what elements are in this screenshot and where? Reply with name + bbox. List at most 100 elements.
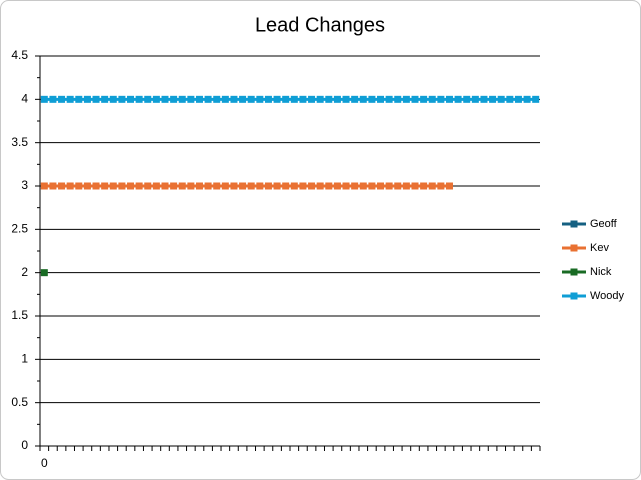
data-point [178, 182, 186, 190]
data-point [420, 95, 428, 103]
data-point [308, 182, 316, 190]
data-point [144, 182, 152, 190]
data-point [428, 182, 436, 190]
legend-marker [570, 292, 578, 300]
data-point [368, 182, 376, 190]
data-point [83, 95, 91, 103]
data-point [394, 95, 402, 103]
data-point [247, 95, 255, 103]
legend-marker [570, 268, 578, 276]
data-point [256, 182, 264, 190]
data-point [333, 95, 341, 103]
data-point [316, 95, 324, 103]
data-point [273, 182, 281, 190]
data-point [273, 95, 281, 103]
data-point [40, 269, 48, 277]
y-tick-label: 1.5 [11, 308, 28, 322]
data-point [514, 95, 522, 103]
data-point [127, 95, 135, 103]
legend-label: Nick [590, 266, 612, 278]
data-point [428, 95, 436, 103]
data-point [351, 95, 359, 103]
data-point [282, 95, 290, 103]
data-point [49, 182, 57, 190]
data-point [101, 95, 109, 103]
data-point [127, 182, 135, 190]
y-tick-label: 0 [21, 438, 28, 452]
data-point [75, 182, 83, 190]
data-point [342, 95, 350, 103]
data-point [118, 182, 126, 190]
data-point [325, 182, 333, 190]
data-point [221, 182, 229, 190]
data-point [445, 182, 453, 190]
data-point [402, 182, 410, 190]
data-point [299, 182, 307, 190]
data-point [135, 95, 143, 103]
data-point [230, 182, 238, 190]
y-tick-label: 1 [21, 352, 28, 366]
legend-label: Kev [590, 242, 609, 254]
data-point [325, 95, 333, 103]
data-point [178, 95, 186, 103]
data-point [101, 182, 109, 190]
data-point [480, 95, 488, 103]
y-tick-label: 0.5 [11, 395, 28, 409]
data-point [437, 95, 445, 103]
data-point [256, 95, 264, 103]
y-tick-label: 3 [21, 178, 28, 192]
data-point [377, 95, 385, 103]
data-point [92, 182, 100, 190]
data-point [239, 182, 247, 190]
data-point [290, 95, 298, 103]
data-point [195, 95, 203, 103]
data-point [221, 95, 229, 103]
data-point [247, 182, 255, 190]
data-point [351, 182, 359, 190]
data-point [299, 95, 307, 103]
y-tick-label: 4 [21, 92, 28, 106]
data-point [342, 182, 350, 190]
data-point [152, 95, 160, 103]
data-point [239, 95, 247, 103]
data-point [144, 95, 152, 103]
data-point [170, 182, 178, 190]
data-point [40, 182, 48, 190]
data-point [420, 182, 428, 190]
data-point [187, 182, 195, 190]
legend-marker [570, 220, 578, 228]
data-point [497, 95, 505, 103]
data-point [333, 182, 341, 190]
data-point [359, 182, 367, 190]
data-point [385, 182, 393, 190]
data-point [195, 182, 203, 190]
data-point [161, 182, 169, 190]
data-point [489, 95, 497, 103]
data-point [58, 182, 66, 190]
data-point [109, 95, 117, 103]
data-point [152, 182, 160, 190]
data-point [264, 95, 272, 103]
y-tick-label: 2.5 [11, 222, 28, 236]
data-point [109, 182, 117, 190]
data-point [135, 182, 143, 190]
legend-label: Geoff [590, 218, 618, 230]
data-point [402, 95, 410, 103]
data-point [359, 95, 367, 103]
data-point [445, 95, 453, 103]
y-tick-label: 2 [21, 265, 28, 279]
data-point [385, 95, 393, 103]
data-point [187, 95, 195, 103]
chart-title: Lead Changes [255, 14, 385, 36]
data-point [264, 182, 272, 190]
data-point [204, 95, 212, 103]
data-point [471, 95, 479, 103]
legend-marker [570, 244, 578, 252]
data-point [377, 182, 385, 190]
data-point [49, 95, 57, 103]
data-point [66, 182, 74, 190]
y-tick-label: 3.5 [11, 135, 28, 149]
data-point [463, 95, 471, 103]
data-point [411, 182, 419, 190]
